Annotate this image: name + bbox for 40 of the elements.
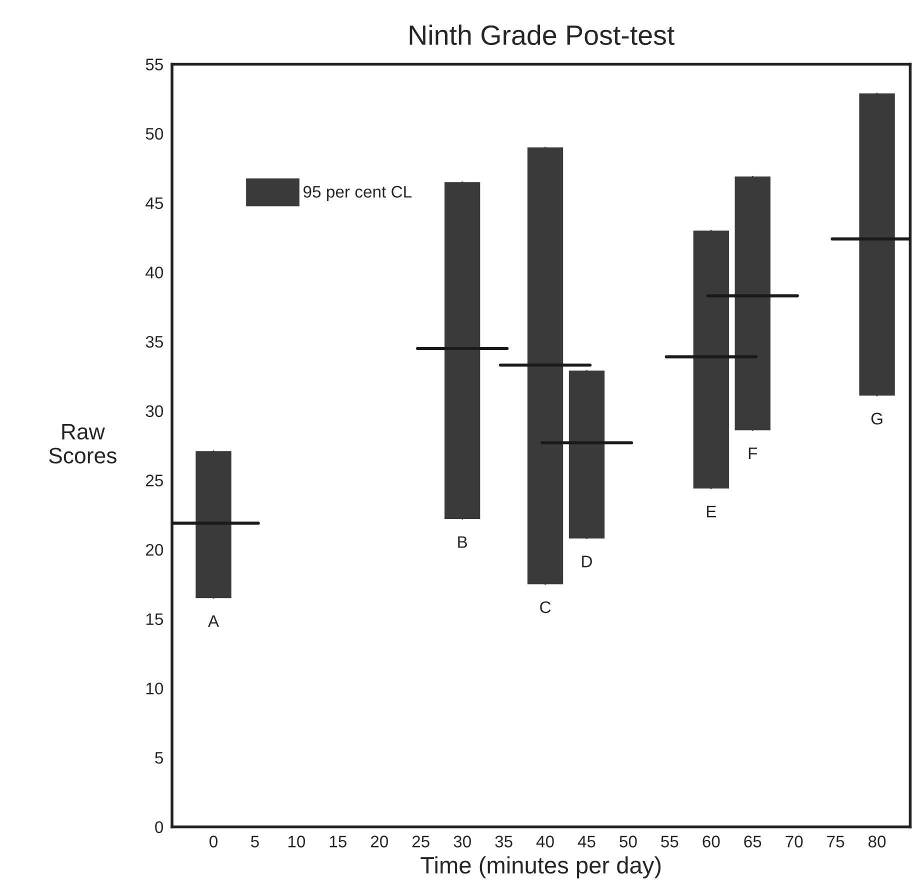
annotation: C — [540, 601, 551, 614]
annotation: A — [208, 615, 220, 627]
y-tick-label: 30 — [146, 405, 164, 418]
x-tick-label: 70 — [786, 836, 803, 848]
x-tick-label: 25 — [412, 836, 430, 848]
chart-title: Ninth Grade Post-test — [410, 24, 674, 46]
x-tick-label: 0 — [210, 836, 218, 848]
y-tick-label: 10 — [146, 682, 164, 694]
y-tick-label: 25 — [146, 474, 163, 486]
x-tick-label: 55 — [661, 836, 678, 848]
annotation: D — [582, 556, 592, 568]
x-tick-label: 30 — [454, 836, 471, 848]
y-tick-label: 15 — [146, 613, 163, 626]
annotation: B — [458, 536, 468, 548]
annotation: F — [748, 448, 758, 460]
x-tick-label: 40 — [536, 836, 554, 848]
x-tick-label: 15 — [330, 836, 346, 848]
y-axis-title: Raw Scores — [49, 424, 116, 464]
y-tick-label: 35 — [146, 336, 163, 348]
x-tick-label: 60 — [702, 836, 720, 848]
x-tick-label: 65 — [744, 836, 762, 848]
x-tick-label: 5 — [251, 836, 259, 848]
y-tick-label: 45 — [146, 197, 163, 210]
annotation: G — [871, 412, 882, 425]
x-tick-label: 10 — [288, 836, 306, 848]
y-tick-label: 50 — [146, 128, 164, 140]
x-tick-label: 20 — [370, 836, 388, 848]
x-axis-title: Time (minutes per day) — [420, 856, 661, 878]
x-tick-label: 80 — [868, 836, 886, 848]
x-tick-label: 45 — [578, 836, 596, 848]
y-tick-label: 40 — [146, 266, 164, 278]
annotation: E — [706, 506, 716, 518]
y-tick-label: 20 — [146, 544, 164, 556]
y-tick-label: 0 — [155, 821, 164, 834]
x-tick-label: 50 — [620, 836, 637, 848]
y-tick-label: 5 — [155, 752, 163, 764]
x-tick-label: 35 — [495, 836, 512, 848]
legend-label: 95 per cent CL — [304, 186, 412, 201]
x-tick-label: 75 — [827, 836, 844, 848]
y-tick-label: 55 — [146, 58, 163, 70]
